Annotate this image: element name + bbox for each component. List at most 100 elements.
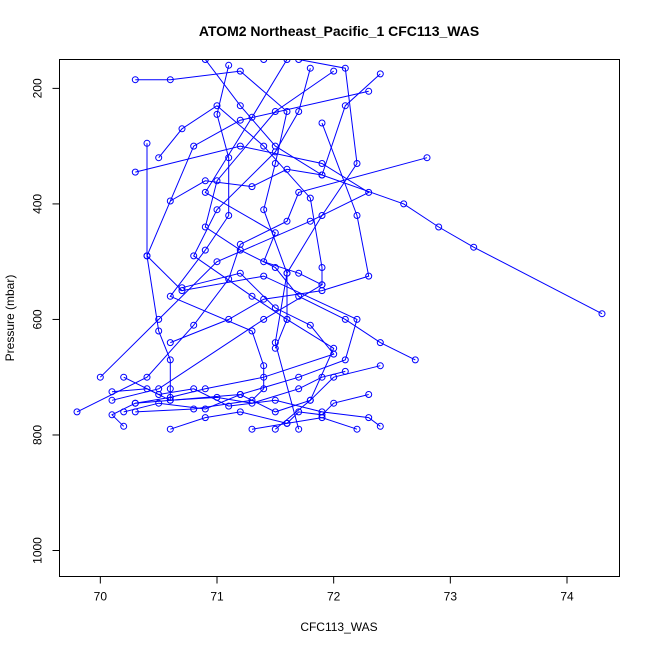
data-point	[213, 393, 221, 401]
data-point	[283, 217, 291, 225]
data-point	[260, 373, 268, 381]
data-point	[271, 425, 279, 433]
data-point	[225, 61, 233, 69]
data-point	[318, 373, 326, 381]
data-point	[295, 425, 303, 433]
profile-line	[170, 168, 603, 315]
data-point	[365, 272, 373, 280]
data-point	[271, 344, 279, 352]
data-point	[236, 408, 244, 416]
data-point	[166, 393, 174, 401]
data-point	[353, 315, 361, 323]
data-point	[330, 350, 338, 358]
data-point	[260, 385, 268, 393]
data-point	[178, 284, 186, 292]
data-point	[341, 64, 349, 72]
profile-line	[123, 376, 381, 427]
y-tick-label: 400	[31, 194, 45, 214]
data-point	[190, 385, 198, 393]
data-point	[376, 70, 384, 78]
profile-line	[135, 272, 335, 404]
data-point	[213, 177, 221, 185]
data-point	[225, 154, 233, 162]
data-point	[260, 362, 268, 370]
data-point	[225, 402, 233, 410]
y-axis: 200 400 600 800 1000	[31, 78, 60, 564]
data-point	[283, 315, 291, 323]
data-point	[166, 339, 174, 347]
data-point	[318, 171, 326, 179]
data-point	[155, 315, 163, 323]
data-point	[143, 252, 151, 260]
data-point	[201, 59, 209, 63]
data-point	[248, 425, 256, 433]
data-point	[283, 269, 291, 277]
data-point	[283, 59, 291, 63]
data-point	[271, 160, 279, 167]
data-point	[155, 399, 163, 407]
data-point	[236, 102, 244, 110]
x-axis-label: CFC113_WAS	[300, 620, 377, 634]
data-point	[598, 310, 606, 318]
x-tick-label: 73	[444, 590, 458, 604]
data-point	[236, 142, 244, 150]
data-point	[108, 396, 116, 404]
data-point	[190, 252, 198, 260]
profile-line	[111, 143, 358, 427]
data-point	[306, 396, 314, 404]
profile-line	[204, 70, 416, 361]
data-point	[365, 391, 373, 398]
y-tick-label: 800	[31, 425, 45, 445]
data-point	[248, 292, 256, 300]
data-point	[213, 258, 221, 266]
data-point	[201, 188, 209, 196]
data-point	[260, 295, 268, 303]
data-point	[213, 102, 221, 110]
y-axis-label: Pressure (mbar)	[3, 275, 17, 362]
data-point	[306, 64, 314, 72]
data-point	[271, 142, 279, 150]
data-point	[131, 408, 139, 416]
profile-line	[146, 90, 369, 401]
data-point	[260, 258, 268, 266]
x-axis: 70 71 72 73 74	[94, 576, 574, 604]
data-point	[201, 405, 209, 413]
data-point	[330, 67, 338, 75]
data-point	[213, 110, 221, 118]
data-point	[73, 408, 81, 416]
data-point	[376, 339, 384, 347]
data-point	[295, 292, 303, 300]
data-point	[190, 142, 198, 150]
data-point	[376, 422, 384, 430]
profile-line	[111, 370, 346, 404]
data-point	[201, 385, 209, 393]
data-point	[353, 160, 361, 167]
data-point	[236, 269, 244, 277]
data-point	[318, 119, 326, 127]
data-point	[178, 287, 186, 295]
data-point	[341, 367, 349, 375]
data-point	[423, 154, 431, 162]
profile-line	[123, 365, 381, 413]
data-point	[131, 399, 139, 407]
data-point	[166, 396, 174, 404]
data-point	[306, 194, 314, 202]
profile-line	[263, 59, 358, 349]
data-point	[295, 373, 303, 381]
x-tick-label: 71	[210, 590, 224, 604]
data-point	[365, 87, 373, 95]
data-point	[400, 200, 408, 208]
data-point	[435, 223, 443, 231]
data-point	[143, 385, 151, 393]
data-point	[260, 59, 268, 63]
data-point	[295, 108, 303, 115]
data-point	[295, 269, 303, 277]
data-point	[108, 411, 116, 419]
data-point	[318, 411, 326, 419]
plot-area	[73, 59, 606, 433]
data-point	[155, 327, 163, 335]
profile-line	[251, 394, 369, 430]
data-point	[166, 356, 174, 364]
data-point	[330, 399, 338, 407]
data-point	[178, 125, 186, 133]
